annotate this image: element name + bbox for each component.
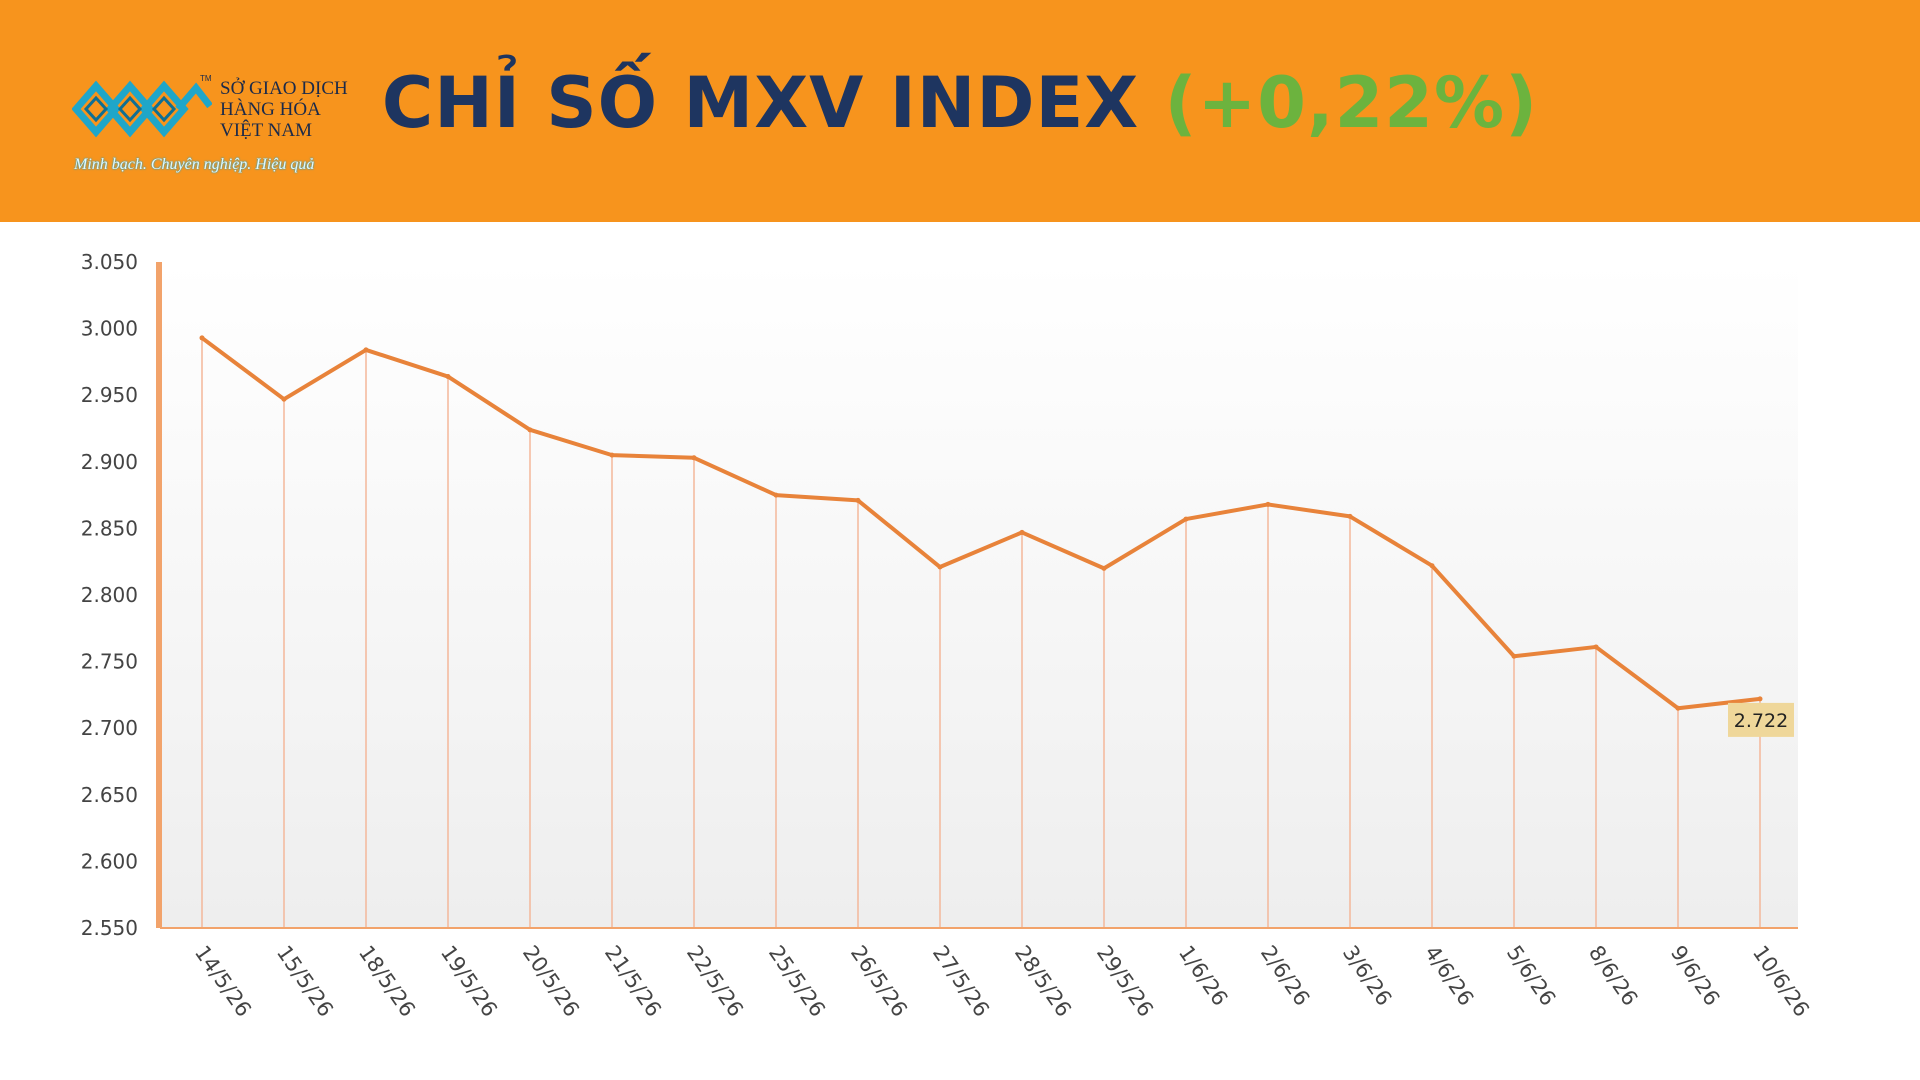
data-point <box>1429 563 1435 569</box>
last-value-label-bg <box>1728 702 1794 737</box>
data-point <box>1757 696 1763 702</box>
logo-emblem-icon <box>72 80 212 138</box>
logo-name-line-3: VIỆT NAM <box>220 120 313 141</box>
y-tick-label: 2.900 <box>81 450 138 474</box>
x-tick-label: 2/6/26 <box>1256 941 1314 1010</box>
x-tick-label: 4/6/26 <box>1420 941 1478 1010</box>
x-tick-label: 21/5/26 <box>600 941 666 1021</box>
x-tick-label: 29/5/26 <box>1092 941 1158 1021</box>
data-point <box>445 374 451 380</box>
x-tick-label: 15/5/26 <box>272 941 338 1021</box>
title-main: CHỈ SỐ MXV INDEX <box>381 62 1140 144</box>
logo-name-line-2: HÀNG HÓA <box>220 99 321 120</box>
x-tick-label: 27/5/26 <box>928 941 994 1021</box>
y-tick-label: 2.750 <box>81 650 138 674</box>
title-change: (+0,22%) <box>1164 62 1539 144</box>
data-point <box>1347 513 1353 519</box>
y-axis-line <box>156 262 162 928</box>
y-tick-label: 2.550 <box>81 916 138 940</box>
data-point <box>937 564 943 570</box>
x-tick-label: 26/5/26 <box>846 941 912 1021</box>
y-tick-label: 2.800 <box>81 583 138 607</box>
data-point <box>691 455 697 461</box>
trademark-mark: TM <box>200 74 212 83</box>
x-tick-label: 3/6/26 <box>1338 941 1396 1010</box>
data-point <box>1019 529 1025 535</box>
data-point <box>609 452 615 458</box>
x-tick-label: 14/5/26 <box>190 941 256 1021</box>
x-tick-label: 19/5/26 <box>436 941 502 1021</box>
chart-area: 3.050 3.000 2.950 2.900 2.850 2.800 2.750 2.700… <box>0 222 1920 1080</box>
logo-slogan: Minh bạch. Chuyên nghiệp. Hiệu quả <box>74 156 315 173</box>
data-point <box>1101 565 1107 571</box>
series-line <box>200 335 1762 711</box>
data-point <box>527 427 533 433</box>
y-tick-label: 2.600 <box>81 849 138 873</box>
data-point <box>773 492 779 498</box>
y-tick-label: 3.050 <box>81 250 138 274</box>
exchange-logo: TM SỞ GIAO DỊCH HÀNG HÓA VIỆT NAM Minh b… <box>72 74 372 184</box>
data-point <box>855 497 861 503</box>
x-tick-label: 9/6/26 <box>1666 941 1724 1010</box>
y-tick-label: 2.700 <box>81 716 138 740</box>
data-point <box>1511 653 1517 659</box>
line-chart: 3.050 3.000 2.950 2.900 2.850 2.800 2.750 2.700… <box>81 250 1814 1021</box>
last-value-label: 2.722 <box>1734 710 1788 732</box>
header-banner: TM SỞ GIAO DỊCH HÀNG HÓA VIỆT NAM Minh b… <box>0 0 1920 222</box>
data-point <box>281 396 287 402</box>
page-title: CHỈ SỐ MXV INDEX (+0,22%) <box>0 58 1920 148</box>
x-tick-label: 10/6/26 <box>1748 941 1814 1021</box>
y-tick-label: 2.650 <box>81 783 138 807</box>
data-point <box>1593 644 1599 650</box>
x-tick-label: 22/5/26 <box>682 941 748 1021</box>
y-tick-label: 2.950 <box>81 383 138 407</box>
x-tick-label: 28/5/26 <box>1010 941 1076 1021</box>
data-point <box>363 347 369 353</box>
logo-name-line-1: SỞ GIAO DỊCH <box>220 78 348 99</box>
data-point <box>1183 516 1189 522</box>
x-tick-label: 1/6/26 <box>1174 941 1232 1010</box>
x-tick-label: 25/5/26 <box>764 941 830 1021</box>
x-tick-label: 8/6/26 <box>1584 941 1642 1010</box>
data-point <box>199 335 205 341</box>
x-tick-label: 20/5/26 <box>518 941 584 1021</box>
data-point <box>1675 705 1681 711</box>
x-tick-label: 5/6/26 <box>1502 941 1560 1010</box>
data-point <box>1265 501 1271 507</box>
x-tick-label: 18/5/26 <box>354 941 420 1021</box>
y-tick-label: 2.850 <box>81 516 138 540</box>
logo-name: SỞ GIAO DỊCH HÀNG HÓA VIỆT NAM <box>220 78 348 141</box>
y-tick-label: 3.000 <box>81 317 138 341</box>
